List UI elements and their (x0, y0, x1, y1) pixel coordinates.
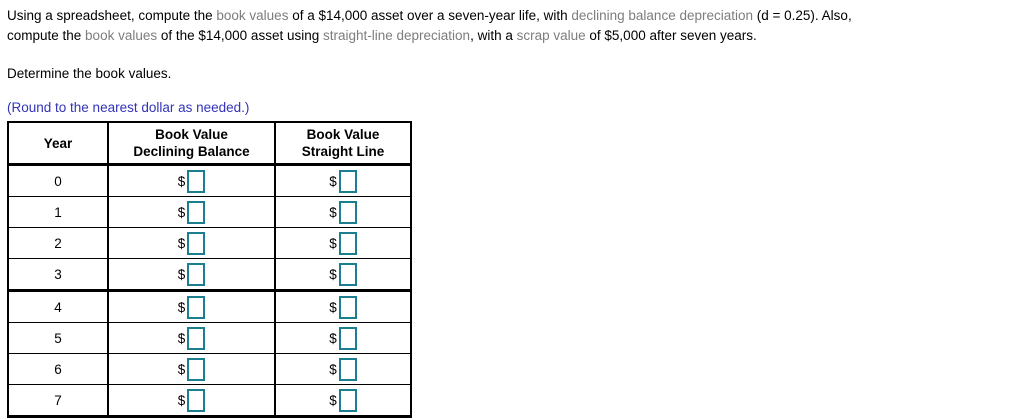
highlighted-term: book values (216, 8, 289, 23)
year-cell: 2 (7, 227, 109, 259)
declining-balance-input[interactable] (187, 388, 206, 412)
determine-instruction: Determine the book values. (7, 66, 172, 81)
straight-line-input[interactable] (338, 231, 357, 255)
book-value-table: Year Book Value Declining Balance Book V… (7, 121, 412, 418)
table-row: 6 $ $ (7, 353, 412, 385)
dollar-sign: $ (177, 173, 186, 189)
declining-balance-cell: $ (107, 164, 276, 197)
year-cell: 4 (7, 289, 109, 323)
problem-statement-line-2: compute the book values of the $14,000 a… (7, 26, 1022, 46)
straight-line-input[interactable] (338, 326, 357, 350)
col-header-declining-balance-line1: Book Value (155, 127, 228, 142)
straight-line-cell: $ (274, 384, 412, 418)
straight-line-input[interactable] (338, 169, 357, 193)
dollar-sign: $ (329, 330, 337, 346)
dollar-sign: $ (329, 266, 337, 282)
highlighted-term: declining balance depreciation (571, 8, 754, 23)
table-body: 0 $ $ 1 $ $ 2 $ $ 3 $ $ 4 (7, 164, 412, 418)
year-cell: 7 (7, 384, 109, 418)
text-segment: Using a spreadsheet, compute the (7, 8, 217, 23)
dollar-sign: $ (329, 173, 337, 189)
highlighted-term: straight-line depreciation (322, 28, 471, 43)
dollar-sign: $ (177, 299, 186, 315)
dollar-sign: $ (329, 204, 337, 220)
straight-line-cell: $ (274, 322, 412, 354)
table-row: 4 $ $ (7, 289, 412, 323)
declining-balance-input[interactable] (187, 295, 206, 319)
declining-balance-input[interactable] (187, 262, 206, 286)
declining-balance-cell: $ (107, 289, 276, 323)
year-cell: 3 (7, 258, 109, 291)
dollar-sign: $ (329, 299, 337, 315)
table-row: 5 $ $ (7, 322, 412, 354)
dollar-sign: $ (177, 235, 186, 251)
straight-line-cell: $ (274, 289, 412, 323)
declining-balance-cell: $ (107, 384, 276, 418)
dollar-sign: $ (329, 235, 337, 251)
dollar-sign: $ (177, 204, 186, 220)
straight-line-input[interactable] (338, 200, 357, 224)
year-cell: 5 (7, 322, 109, 354)
col-header-straight-line-line2: Straight Line (301, 144, 385, 159)
table-row: 7 $ $ (7, 384, 412, 418)
rounding-note: (Round to the nearest dollar as needed.) (7, 100, 250, 115)
text-segment: (d = 0.25). Also, (753, 8, 852, 23)
dollar-sign: $ (329, 392, 337, 408)
text-segment: of $5,000 after seven years. (585, 28, 757, 43)
highlighted-term: book values (85, 28, 158, 43)
declining-balance-input[interactable] (187, 357, 206, 381)
declining-balance-input[interactable] (187, 231, 206, 255)
col-header-straight-line-line1: Book Value (306, 127, 380, 142)
col-header-straight-line: Book Value Straight Line (274, 121, 412, 166)
text-segment: of the $14,000 asset using (157, 28, 323, 43)
straight-line-cell: $ (274, 353, 412, 385)
declining-balance-cell: $ (107, 353, 276, 385)
dollar-sign: $ (329, 361, 337, 377)
declining-balance-cell: $ (107, 196, 276, 228)
straight-line-input[interactable] (338, 262, 357, 286)
straight-line-input[interactable] (338, 295, 357, 319)
col-header-declining-balance: Book Value Declining Balance (107, 121, 276, 166)
declining-balance-cell: $ (107, 227, 276, 259)
table-row: 0 $ $ (7, 164, 412, 197)
straight-line-cell: $ (274, 227, 412, 259)
year-cell: 1 (7, 196, 109, 228)
year-cell: 6 (7, 353, 109, 385)
text-segment: compute the (7, 28, 86, 43)
declining-balance-input[interactable] (187, 200, 206, 224)
straight-line-cell: $ (274, 258, 412, 291)
declining-balance-input[interactable] (187, 169, 206, 193)
table-row: 2 $ $ (7, 227, 412, 259)
dollar-sign: $ (177, 361, 186, 377)
straight-line-cell: $ (274, 196, 412, 228)
dollar-sign: $ (177, 330, 186, 346)
straight-line-cell: $ (274, 164, 412, 197)
text-segment: of a $14,000 asset over a seven-year lif… (288, 8, 572, 23)
straight-line-input[interactable] (338, 357, 357, 381)
declining-balance-input[interactable] (187, 326, 206, 350)
text-segment: , with a (470, 28, 517, 43)
declining-balance-cell: $ (107, 258, 276, 291)
straight-line-input[interactable] (338, 388, 357, 412)
highlighted-term: scrap value (516, 28, 586, 43)
dollar-sign: $ (177, 266, 186, 282)
dollar-sign: $ (177, 392, 186, 408)
table-row: 1 $ $ (7, 196, 412, 228)
problem-statement-line-1: Using a spreadsheet, compute the book va… (7, 6, 1022, 26)
col-header-year: Year (7, 121, 109, 166)
table-row: 3 $ $ (7, 258, 412, 291)
year-cell: 0 (7, 164, 109, 197)
col-header-declining-balance-line2: Declining Balance (133, 144, 250, 159)
declining-balance-cell: $ (107, 322, 276, 354)
table-header-row: Year Book Value Declining Balance Book V… (7, 121, 412, 166)
